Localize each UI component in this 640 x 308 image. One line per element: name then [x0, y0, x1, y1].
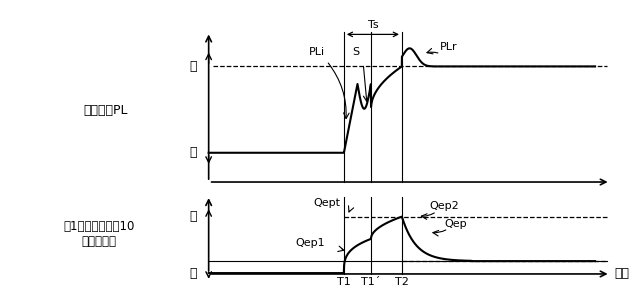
Text: Ts: Ts — [367, 20, 378, 30]
Text: PLr: PLr — [440, 42, 457, 52]
Text: PLi: PLi — [308, 47, 325, 57]
Text: Qept: Qept — [313, 198, 340, 208]
Text: 第1オイルポンプ10
ポンプ流量: 第1オイルポンプ10 ポンプ流量 — [63, 220, 135, 248]
Text: S: S — [352, 47, 359, 57]
Text: 低: 低 — [189, 146, 197, 159]
Text: 時間: 時間 — [614, 267, 629, 281]
Text: Qep: Qep — [445, 219, 467, 229]
Text: Qep1: Qep1 — [295, 238, 324, 248]
Text: T1: T1 — [337, 277, 351, 287]
Text: 低: 低 — [189, 267, 197, 280]
Text: ライン圧PL: ライン圧PL — [83, 104, 128, 117]
Text: 高: 高 — [189, 210, 197, 223]
Text: T2: T2 — [395, 277, 409, 287]
Text: 高: 高 — [189, 60, 197, 73]
Text: Qep2: Qep2 — [429, 201, 460, 211]
Text: T1´: T1´ — [361, 277, 381, 287]
